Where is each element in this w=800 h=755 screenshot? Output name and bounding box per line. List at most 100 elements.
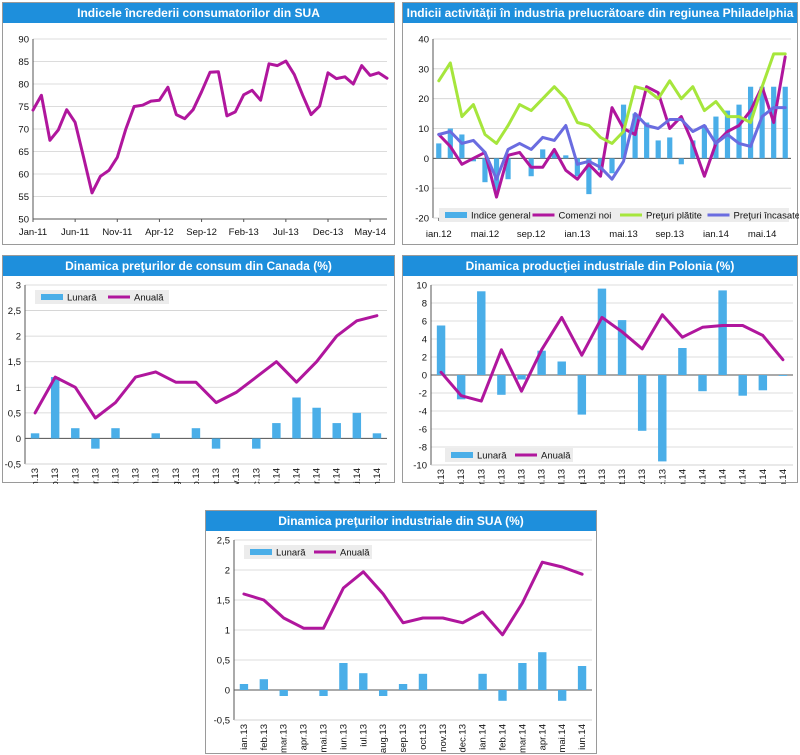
- bar: [690, 140, 696, 159]
- bar: [736, 104, 742, 159]
- y-tick-label: 3: [16, 281, 21, 292]
- bar: [447, 128, 453, 159]
- bar: [477, 291, 486, 375]
- y-tick-label: 70: [18, 125, 29, 136]
- bar: [557, 361, 566, 375]
- x-tick-label: Apr-12: [145, 227, 174, 238]
- y-tick-label: 0,5: [8, 408, 21, 419]
- y-tick-label: 60: [18, 170, 29, 181]
- bar: [292, 397, 301, 439]
- x-tick-label: ian.14: [271, 468, 282, 484]
- chart-title: Indicele încrederii consumatorilor din S…: [3, 3, 394, 23]
- chart-title: Dinamica producţiei industriale din Polo…: [403, 256, 797, 276]
- bar: [698, 375, 707, 392]
- bar: [637, 375, 647, 431]
- bar: [279, 690, 288, 696]
- bar: [436, 325, 446, 375]
- x-tick-label: mai.14: [557, 724, 568, 753]
- bar: [352, 412, 362, 439]
- bar: [30, 433, 40, 439]
- series-line: [437, 52, 787, 145]
- chart-philadelphia-manufacturing: -20 -10 0 10 20 30 40 ian.12 mai.12 sep.12 ian.13 m…: [415, 35, 799, 241]
- y-tick-label: 50: [18, 215, 29, 226]
- x-tick-label: mai.13: [319, 724, 330, 753]
- x-tick-label: ian.14: [478, 724, 489, 750]
- y-tick-label: 10: [416, 281, 427, 292]
- bar: [538, 652, 547, 690]
- bar: [655, 140, 661, 159]
- y-tick-label: 2: [225, 566, 230, 577]
- series-line: [437, 55, 787, 199]
- bar: [91, 438, 100, 449]
- x-tick-label: iul.13: [358, 724, 369, 747]
- bar: [678, 348, 687, 375]
- bar: [151, 433, 160, 439]
- bar: [759, 86, 765, 159]
- bar: [493, 158, 500, 192]
- bar: [71, 428, 80, 439]
- y-tick-label: 2,5: [8, 306, 21, 317]
- x-tick-label: feb.13: [50, 468, 61, 484]
- x-tick-label: apr.14: [332, 468, 343, 484]
- y-tick-label: 0: [225, 686, 230, 697]
- x-tick-label: mar.13: [476, 469, 487, 484]
- x-tick-label: aug.13: [577, 469, 588, 484]
- legend-label: Lunară: [477, 451, 507, 462]
- legend-box: [244, 545, 372, 559]
- chart-us-consumer-confidence: 50 55 60 65 70 75 80 85 90 Jan-11 Jun-11 Nov-11 Apr-…: [18, 35, 389, 238]
- bar: [557, 690, 567, 701]
- series-line: [439, 313, 785, 403]
- x-tick-label: iun.14: [372, 468, 383, 484]
- chart-canada-cpi: -0,5 0 0,5 1 1,5 2 2,5 3 ian.13 feb.13 mar.13 apr.1…: [5, 281, 387, 484]
- bar: [498, 690, 507, 701]
- series-line: [437, 106, 787, 181]
- x-tick-label: mai.13: [111, 468, 122, 484]
- y-tick-label: 10: [418, 124, 429, 135]
- y-tick-label: -20: [415, 214, 429, 225]
- bar: [644, 122, 650, 159]
- bar: [418, 673, 428, 690]
- y-tick-label: 30: [418, 64, 429, 75]
- bar: [563, 155, 569, 159]
- x-tick-label: feb.14: [498, 724, 509, 750]
- x-tick-label: oct.13: [211, 468, 222, 484]
- x-tick-label: mar.13: [70, 468, 81, 484]
- legend-label: Anuală: [541, 451, 571, 462]
- bar: [252, 438, 261, 449]
- y-tick-label: 2: [422, 353, 427, 364]
- x-tick-label: Dec-13: [313, 227, 344, 238]
- bar: [478, 673, 487, 690]
- bar: [332, 423, 341, 439]
- x-tick-label: Jan-11: [19, 227, 47, 238]
- x-tick-label: ian.13: [436, 469, 447, 484]
- bar: [701, 125, 707, 159]
- y-tick-label: -2: [419, 389, 427, 400]
- y-tick-label: 55: [18, 192, 29, 203]
- bar: [574, 158, 580, 177]
- x-tick-label: feb.14: [292, 468, 303, 484]
- series-line: [242, 560, 584, 637]
- x-tick-label: iun.13: [338, 724, 349, 750]
- legend-swatch: [41, 294, 63, 300]
- x-tick-label: sep.12: [517, 229, 546, 240]
- bar: [718, 290, 727, 375]
- legend-box: [35, 290, 169, 304]
- bar: [540, 149, 546, 159]
- x-tick-label: apr.13: [496, 469, 507, 484]
- bar: [436, 143, 442, 159]
- bar: [359, 673, 368, 690]
- x-tick-label: iun.14: [778, 469, 789, 484]
- bar: [50, 377, 60, 439]
- y-tick-label: -4: [419, 407, 427, 418]
- y-tick-label: 85: [18, 57, 29, 68]
- x-tick-label: nov.13: [438, 724, 449, 752]
- x-tick-label: iun.13: [131, 468, 142, 484]
- bar: [667, 137, 673, 159]
- chart-panel-canada-cpi: Dinamica preţurilor de consum din Canada…: [2, 255, 395, 484]
- y-tick-label: 65: [18, 147, 29, 158]
- chart-panel-philadelphia-manufacturing: Indicii activităţii în industria prelucr…: [402, 2, 799, 245]
- y-tick-label: -10: [413, 461, 427, 472]
- bar: [239, 684, 249, 690]
- x-tick-label: mai.13: [609, 229, 638, 240]
- y-tick-label: 0: [424, 154, 429, 165]
